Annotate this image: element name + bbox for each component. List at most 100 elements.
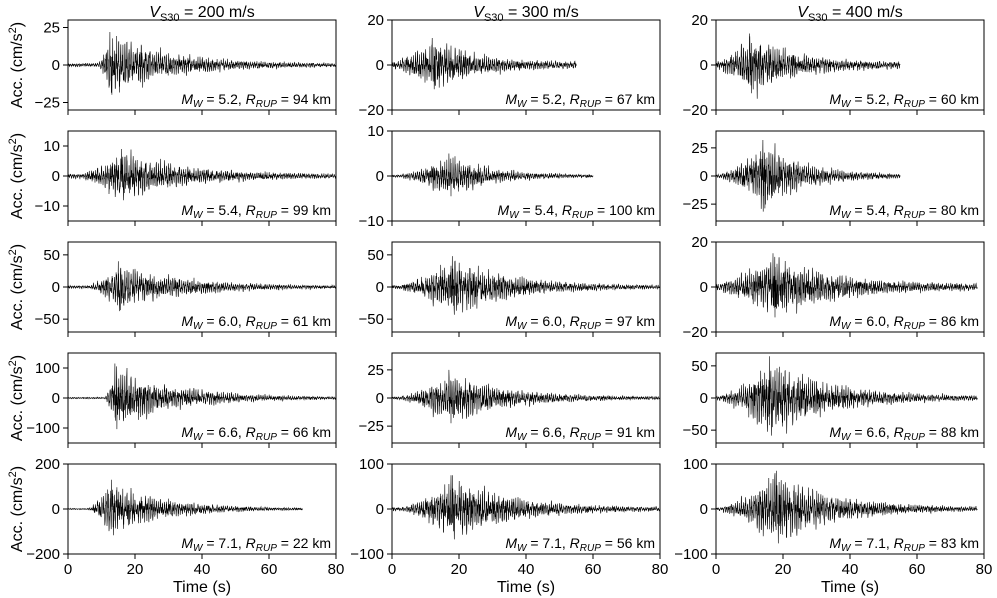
x-tick-label: 20 bbox=[127, 561, 144, 578]
x-tick-label: 80 bbox=[652, 561, 669, 578]
y-tick-label: 0 bbox=[700, 390, 708, 407]
y-tick-label: 0 bbox=[376, 390, 384, 407]
event-annotation: MW = 7.1, RRUP = 56 km bbox=[505, 535, 655, 554]
event-annotation: MW = 6.6, RRUP = 88 km bbox=[829, 424, 979, 443]
y-axis-label: Acc. (cm/s2) bbox=[7, 466, 26, 552]
seismogram-panel: −25 0 25 MW = 6.6, RRUP = 91 km bbox=[359, 352, 661, 448]
y-tick-label: −10 bbox=[359, 213, 384, 230]
y-tick-label: −25 bbox=[35, 95, 60, 112]
event-annotation: MW = 5.2, RRUP = 94 km bbox=[181, 91, 331, 110]
x-tick-label: 40 bbox=[518, 561, 535, 578]
y-tick-label: 200 bbox=[35, 456, 60, 473]
event-annotation: MW = 5.2, RRUP = 67 km bbox=[505, 91, 655, 110]
acceleration-trace bbox=[392, 37, 577, 90]
y-tick-label: −200 bbox=[26, 546, 60, 563]
y-tick-label: −20 bbox=[683, 102, 708, 119]
acceleration-trace bbox=[68, 148, 336, 201]
acceleration-trace bbox=[392, 369, 660, 424]
y-tick-label: −100 bbox=[674, 546, 708, 563]
y-tick-label: −50 bbox=[35, 311, 60, 328]
y-tick-label: 0 bbox=[52, 279, 60, 296]
y-axis-label: Acc. (cm/s2) bbox=[7, 355, 26, 441]
seismogram-panel: −20 0 20 MW = 5.2, RRUP = 67 km bbox=[359, 12, 661, 119]
x-axis-label: Time (s) bbox=[173, 579, 231, 596]
y-tick-label: 100 bbox=[35, 360, 60, 377]
y-tick-label: 20 bbox=[691, 234, 708, 251]
y-axis-label: Acc. (cm/s2) bbox=[7, 22, 26, 108]
y-tick-label: 25 bbox=[367, 362, 384, 379]
y-tick-label: 10 bbox=[367, 123, 384, 140]
event-annotation: MW = 6.0, RRUP = 61 km bbox=[181, 313, 331, 332]
y-tick-label: 100 bbox=[683, 456, 708, 473]
seismogram-panel: −50 0 50 MW = 6.0, RRUP = 61 km bbox=[35, 241, 337, 337]
event-annotation: MW = 5.4, RRUP = 99 km bbox=[181, 202, 331, 221]
y-axis-label: Acc. (cm/s2) bbox=[7, 133, 26, 219]
y-tick-label: −25 bbox=[359, 418, 384, 435]
seismogram-panel: −50 0 50 MW = 6.0, RRUP = 97 km bbox=[359, 241, 661, 337]
acceleration-trace bbox=[392, 256, 660, 315]
y-tick-label: −50 bbox=[359, 311, 384, 328]
x-tick-label: 80 bbox=[976, 561, 993, 578]
y-tick-label: −20 bbox=[359, 102, 384, 119]
y-tick-label: 0 bbox=[700, 168, 708, 185]
event-annotation: MW = 5.2, RRUP = 60 km bbox=[829, 91, 979, 110]
event-annotation: MW = 6.6, RRUP = 66 km bbox=[181, 424, 331, 443]
event-annotation: MW = 6.0, RRUP = 97 km bbox=[505, 313, 655, 332]
y-tick-label: 25 bbox=[43, 20, 60, 37]
y-tick-label: 50 bbox=[691, 358, 708, 375]
y-tick-label: −10 bbox=[35, 198, 60, 215]
acceleration-trace bbox=[68, 363, 336, 430]
x-tick-label: 0 bbox=[712, 561, 720, 578]
y-tick-label: 0 bbox=[376, 57, 384, 74]
y-tick-label: 0 bbox=[700, 57, 708, 74]
y-tick-label: 0 bbox=[376, 501, 384, 518]
acceleration-trace bbox=[68, 31, 336, 95]
y-tick-label: −100 bbox=[26, 420, 60, 437]
x-tick-label: 60 bbox=[585, 561, 602, 578]
column-title: VS30 = 200 m/s bbox=[149, 4, 254, 24]
x-tick-label: 80 bbox=[328, 561, 345, 578]
acceleration-trace bbox=[716, 470, 978, 544]
y-tick-label: 50 bbox=[43, 247, 60, 264]
x-axis-label: Time (s) bbox=[497, 579, 555, 596]
y-tick-label: −50 bbox=[683, 422, 708, 439]
acceleration-trace bbox=[716, 253, 978, 318]
y-axis-label: Acc. (cm/s2) bbox=[7, 244, 26, 330]
y-tick-label: 50 bbox=[367, 247, 384, 264]
seismogram-panel: −20 0 20 MW = 6.0, RRUP = 86 km bbox=[683, 234, 985, 341]
y-tick-label: 20 bbox=[367, 12, 384, 29]
y-tick-label: 0 bbox=[52, 57, 60, 74]
event-annotation: MW = 7.1, RRUP = 83 km bbox=[829, 535, 979, 554]
acceleration-trace bbox=[68, 479, 303, 536]
x-tick-label: 60 bbox=[909, 561, 926, 578]
y-tick-label: −20 bbox=[683, 324, 708, 341]
x-tick-label: 20 bbox=[451, 561, 468, 578]
seismogram-panel: −25 0 25 MW = 5.4, RRUP = 80 km bbox=[683, 130, 985, 226]
y-tick-label: 0 bbox=[376, 279, 384, 296]
x-tick-label: 0 bbox=[388, 561, 396, 578]
seismogram-panel: −10 0 10 MW = 5.4, RRUP = 100 km bbox=[359, 123, 661, 230]
acceleration-trace bbox=[392, 153, 594, 197]
column-title: VS30 = 400 m/s bbox=[797, 4, 902, 24]
y-tick-label: 0 bbox=[700, 501, 708, 518]
y-tick-label: −100 bbox=[350, 546, 384, 563]
acceleration-trace bbox=[716, 139, 901, 212]
x-tick-label: 20 bbox=[775, 561, 792, 578]
x-tick-label: 40 bbox=[842, 561, 859, 578]
y-tick-label: 0 bbox=[376, 168, 384, 185]
x-axis-label: Time (s) bbox=[821, 579, 879, 596]
seismogram-panel: −100 0 100 MW = 6.6, RRUP = 66 km bbox=[26, 352, 337, 448]
event-annotation: MW = 5.4, RRUP = 100 km bbox=[498, 202, 655, 221]
event-annotation: MW = 5.4, RRUP = 80 km bbox=[829, 202, 979, 221]
y-tick-label: 0 bbox=[52, 390, 60, 407]
y-tick-label: 0 bbox=[700, 279, 708, 296]
column-title: VS30 = 300 m/s bbox=[473, 4, 578, 24]
acceleration-trace bbox=[716, 33, 901, 99]
event-annotation: MW = 7.1, RRUP = 22 km bbox=[181, 535, 331, 554]
x-tick-label: 0 bbox=[64, 561, 72, 578]
seismogram-panel: −50 0 50 MW = 6.6, RRUP = 88 km bbox=[683, 352, 985, 448]
